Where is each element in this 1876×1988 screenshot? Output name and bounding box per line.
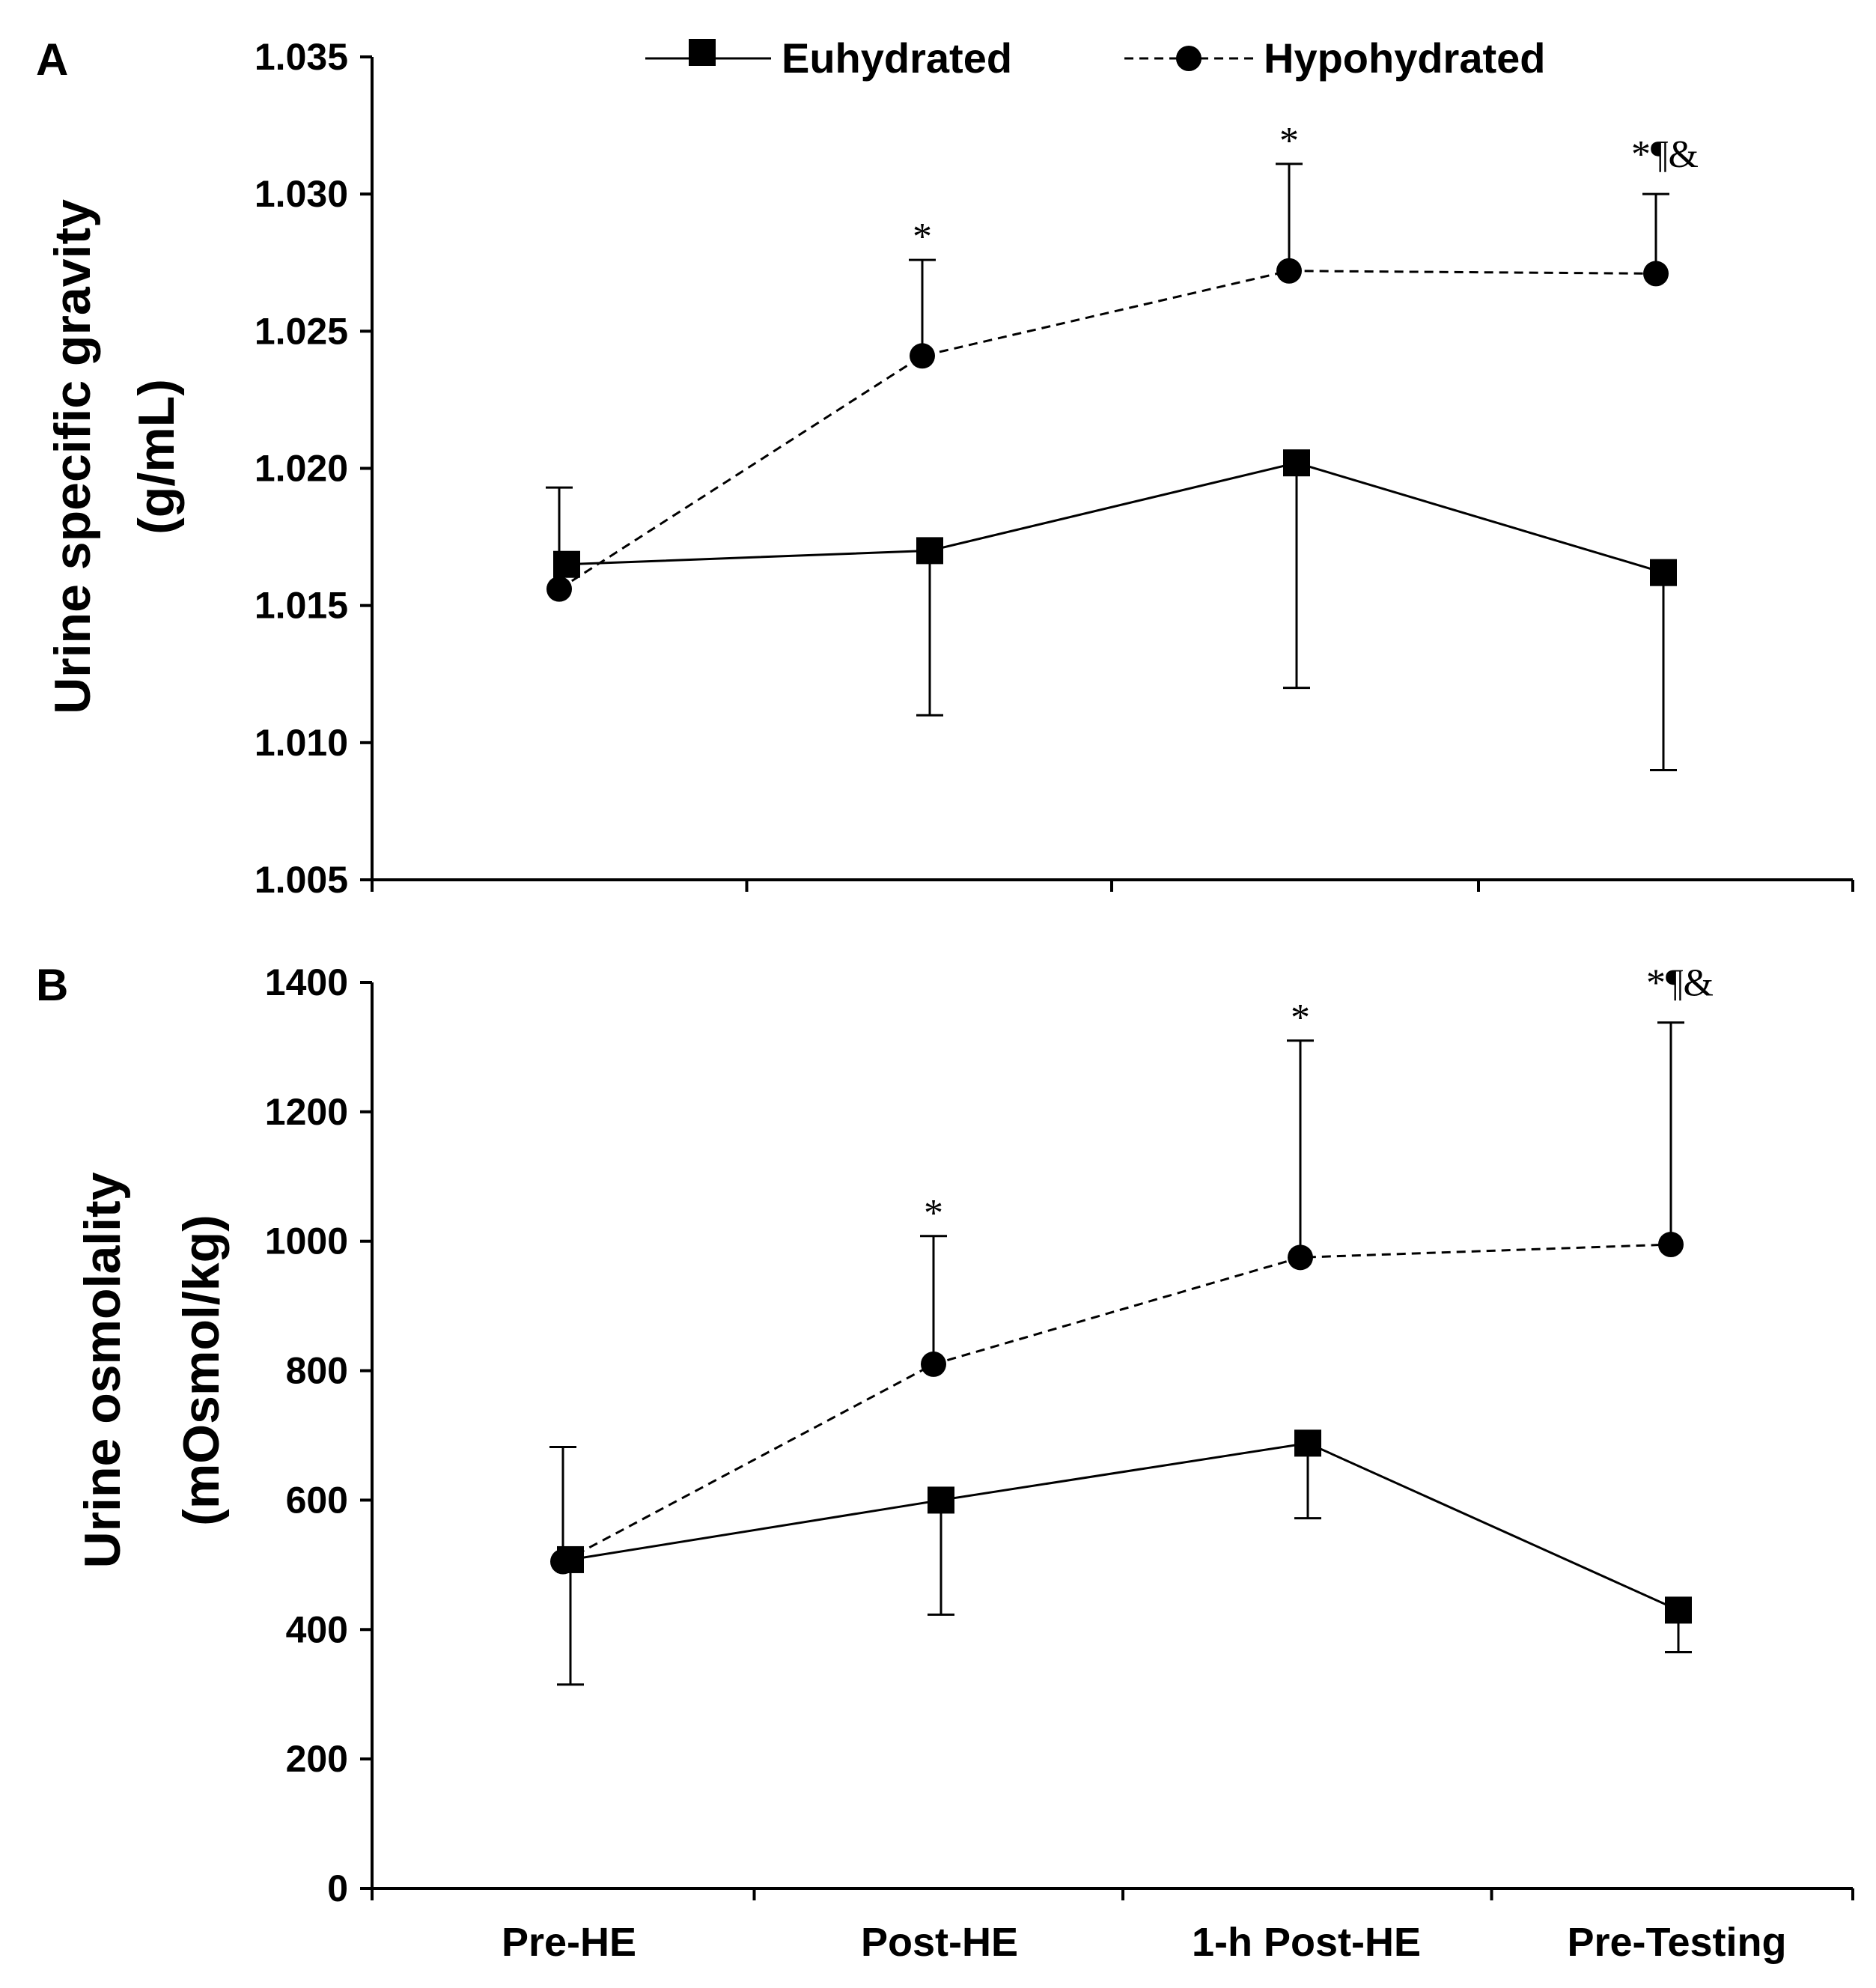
panel-letter: B [36,960,68,1010]
panel-a: A 1.005 1.010 1.015 1.020 1.025 1.030 1.035 Urin… [36,34,1854,901]
y-tick-label: 1.035 [255,36,348,78]
hypohydrated-point [1658,1232,1684,1258]
significance-annotation: * [924,1192,943,1235]
y-tick-label: 0 [327,1867,348,1909]
x-tick-label: 1-h Post-HE [1192,1920,1421,1965]
y-tick-label: 1.005 [255,859,348,901]
significance-annotation: * [1279,120,1299,162]
hypohydrated-point [1288,1244,1313,1271]
y-axis-title: Urine osmolality [74,1172,131,1568]
panel-letter: A [36,34,68,85]
euhydrated-point [1665,1596,1692,1624]
y-tick-label: 1.030 [255,173,348,215]
euhydrated-point [1294,1429,1321,1457]
hypohydrated-point [550,1548,576,1575]
x-tick-label: Pre-Testing [1567,1920,1786,1965]
panel-b: B 0 200 400 600 800 1000 1200 1400 Pre-HE Post-HE 1… [36,960,1854,1965]
y-tick-label: 1.010 [255,722,348,764]
euhydrated-line [570,1441,1679,1611]
y-tick-label: 1.020 [255,448,348,490]
y-tick-label: 400 [286,1608,348,1650]
y-tick-label: 1.025 [255,310,348,352]
euhydrated-point [1650,559,1677,586]
y-tick-label: 1.015 [255,585,348,627]
y-axis-title-unit: (mOsmol/kg) [173,1215,230,1526]
y-tick-label: 200 [286,1738,348,1780]
y-tick-label: 600 [286,1479,348,1521]
hypohydrated-point [921,1351,946,1377]
y-axis-title-unit: (g/mL) [128,379,185,535]
y-tick-label: 1200 [265,1091,348,1133]
y-tick-label: 800 [286,1350,348,1392]
significance-annotation: * [1291,997,1310,1039]
x-tick-label: Post-HE [861,1920,1018,1965]
euhydrated-point [916,537,943,565]
significance-annotation: * [913,216,932,258]
legend-euhydrated-label: Euhydrated [782,34,1012,82]
euhydrated-line [566,461,1664,574]
y-axis-title: Urine specific gravity [44,199,101,714]
significance-annotation: *¶& [1631,133,1699,176]
euhydrated-point [928,1486,954,1514]
x-tick-label: Pre-HE [502,1920,636,1965]
euhydrated-point [1283,449,1310,477]
legend-hypohydrated-marker [1176,46,1202,71]
y-tick-label: 1000 [265,1221,348,1262]
hypohydrated-point [1643,261,1669,287]
legend-euhydrated-marker [689,39,716,66]
legend: Euhydrated Hypohydrated [645,34,1546,82]
hypohydrated-point [546,576,572,602]
significance-annotation: *¶& [1646,962,1714,1005]
hypohydrated-point [1276,258,1302,284]
legend-hypohydrated-label: Hypohydrated [1264,34,1546,82]
y-tick-label: 1400 [265,961,348,1003]
euhydrated-point [553,550,580,578]
hypohydrated-line [558,270,1657,590]
hypohydrated-point [910,343,935,369]
hypohydrated-line [562,1243,1672,1563]
